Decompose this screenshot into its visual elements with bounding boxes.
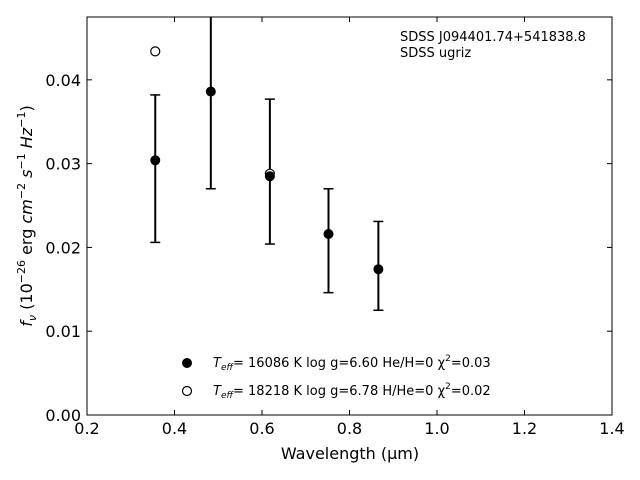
legend-label-2: Teff= 18218 K log g=6.78 H/He=0 χ2=0.02 <box>213 382 491 401</box>
filled-circle-point <box>205 86 216 97</box>
x-tick-label: 1.4 <box>599 419 624 438</box>
x-tick-label: 0.8 <box>337 419 362 438</box>
legend-label-1: Teff= 16086 K log g=6.60 He/H=0 χ2=0.03 <box>213 354 491 373</box>
y-tick-label: 0.01 <box>45 322 81 341</box>
filled-circle-point <box>264 171 275 182</box>
x-tick-label: 0.6 <box>249 419 274 438</box>
y-tick-label: 0.04 <box>45 71 81 90</box>
error-bars <box>150 17 384 312</box>
legend: Teff= 16086 K log g=6.60 He/H=0 χ2=0.03 … <box>181 354 491 401</box>
legend-marker-open <box>181 385 193 397</box>
x-tick-label: 0.2 <box>74 419 99 438</box>
y-tick-label: 0.03 <box>45 155 81 174</box>
y-tick-label: 0.00 <box>45 406 81 425</box>
annotation-photometry: SDSS ugriz <box>400 46 471 61</box>
annotation-object-name: SDSS J094401.74+541838.8 <box>400 30 586 45</box>
x-axis-label: Wavelength (μm) <box>281 444 419 463</box>
filled-circle-point <box>323 229 334 240</box>
x-tick-label: 0.4 <box>162 419 187 438</box>
y-tick-label: 0.02 <box>45 238 81 257</box>
y-ticks: 0.00 0.01 0.02 0.03 0.04 <box>45 71 612 425</box>
x-tick-label: 1.0 <box>424 419 449 438</box>
x-tick-label: 1.2 <box>512 419 537 438</box>
data-points <box>150 46 384 275</box>
filled-circle-point <box>373 264 384 275</box>
x-ticks: 0.2 0.4 0.6 0.8 1.0 1.2 1.4 <box>74 17 625 438</box>
open-circle-point <box>150 46 161 57</box>
filled-circle-point <box>150 155 161 166</box>
legend-marker-filled <box>182 358 192 368</box>
y-axis-label: fν (10−26 erg cm−2 s−1 Hz−1) <box>15 105 39 326</box>
